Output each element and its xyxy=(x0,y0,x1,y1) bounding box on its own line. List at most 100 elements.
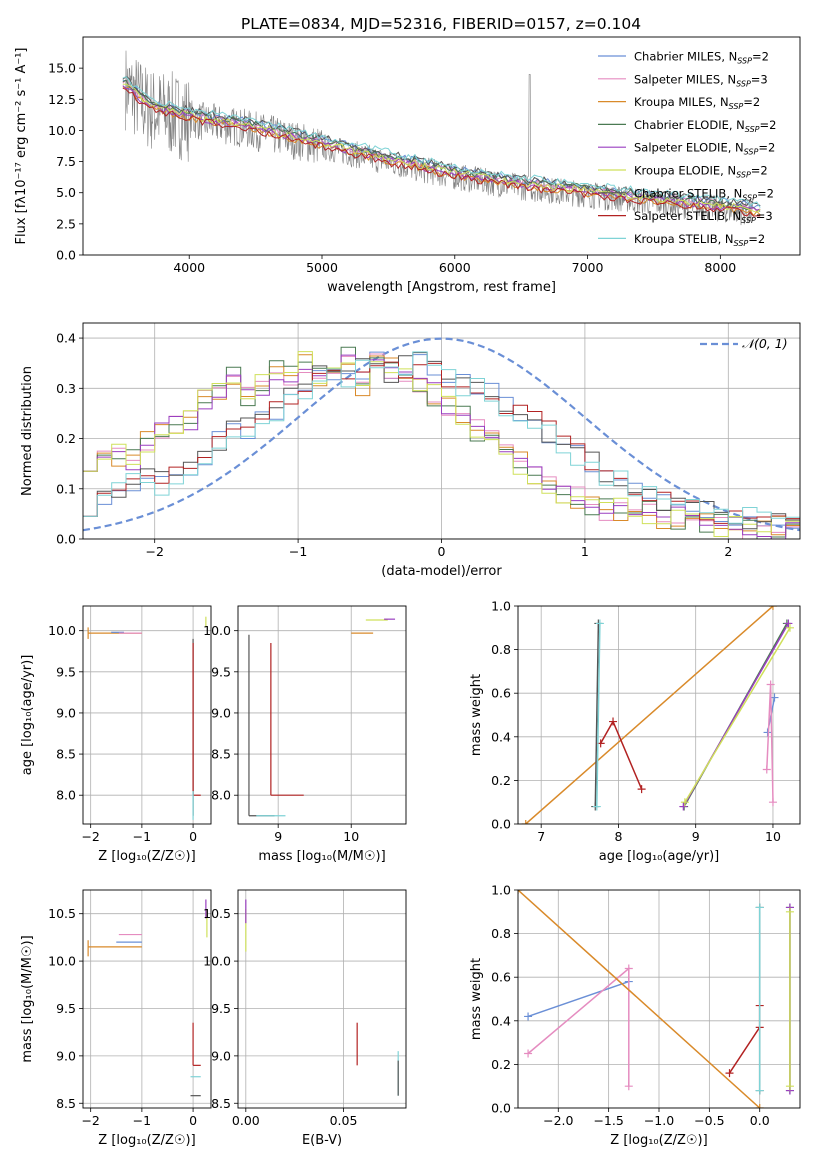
age_vs_Z-ytick-label: 9.5 xyxy=(56,664,76,679)
normal-curve xyxy=(83,337,800,532)
weight_vs_Z-xlabel: Z [log₁₀(Z/Z☉)] xyxy=(610,1133,707,1148)
spectrum-xtick-label: 5000 xyxy=(306,260,338,275)
residual_hist-xtick-label: 2 xyxy=(724,544,732,559)
weight-marker-2 xyxy=(521,820,530,824)
weight_vs_Z-ytick-label: 0.8 xyxy=(491,926,511,941)
mass_vs_Z-ytick-label: 8.5 xyxy=(56,1096,76,1111)
age_vs_Z-xtick-label: −1 xyxy=(133,829,151,844)
weight_vs_Z-ylabel: mass weight xyxy=(469,958,484,1040)
weight-marker-0 xyxy=(770,693,779,702)
weight-marker-8 xyxy=(595,619,604,628)
model-spectrum-3 xyxy=(122,79,761,212)
weight-marker-8 xyxy=(755,903,764,912)
residual_hist-xtick-label: 0 xyxy=(438,544,446,559)
legend-entry-0: Chabrier MILES, NSSP=2 xyxy=(634,50,769,66)
age_vs_Z-ylabel: age [log₁₀(age/yr)] xyxy=(20,655,35,776)
observed-spectrum xyxy=(125,50,754,226)
weight-marker-5 xyxy=(785,907,794,916)
weight-marker-5 xyxy=(680,798,689,807)
age_vs_Z-ytick-label: 8.5 xyxy=(56,747,76,762)
mass_vs_ebv-ytick-label: 8.5 xyxy=(211,1096,231,1111)
mass_vs_Z-ytick-label: 10.0 xyxy=(48,954,76,969)
weight-line-2 xyxy=(525,606,774,824)
spectrum-xtick-label: 7000 xyxy=(572,260,604,275)
mass_vs_Z-ylabel: mass [log₁₀(M/M☉)] xyxy=(20,935,35,1062)
age_vs_mass-frame xyxy=(237,605,407,825)
mass_vs_ebv-ytick-label: 10.0 xyxy=(203,954,231,969)
weight-marker-5 xyxy=(785,1082,794,1091)
weight_vs_age-ylabel: mass weight xyxy=(469,674,484,756)
weight_vs_Z-xtick-label: −2.0 xyxy=(543,1113,573,1128)
weight-marker-1 xyxy=(768,798,777,807)
model-spectrum-8 xyxy=(122,76,761,208)
weight-line-8 xyxy=(596,623,601,807)
figure-title: PLATE=0834, MJD=52316, FIBERID=0157, z=0… xyxy=(241,15,641,33)
weight-marker-1 xyxy=(624,964,633,973)
age_vs_Z-xlabel: Z [log₁₀(Z/Z☉)] xyxy=(98,849,195,864)
age_vs_Z-frame xyxy=(82,605,212,825)
age_vs_mass-ytick-label: 8.5 xyxy=(211,747,231,762)
residual_hist-plot xyxy=(83,323,800,539)
weight_vs_age-ytick-label: 0.8 xyxy=(491,642,511,657)
residual_hist-frame xyxy=(82,322,801,540)
weight_vs_age-xtick-label: 7 xyxy=(537,829,545,844)
spectrum-frame xyxy=(82,36,801,256)
mass_vs_Z-ytick-label: 9.5 xyxy=(56,1001,76,1016)
mass_vs_Z-ytick-label: 9.0 xyxy=(56,1048,76,1063)
weight_vs_age-plot xyxy=(518,606,800,824)
spectrum-ytick-label: 12.5 xyxy=(48,92,76,107)
residual_hist-panel: −2 −1 0 1 2 0.0 0.1 0.2 0.3 0.4 (data-model)/error… xyxy=(20,322,801,579)
weight-marker-1 xyxy=(624,1082,633,1091)
weight-marker-8 xyxy=(755,1086,764,1095)
weight_vs_Z-xtick-label: −0.5 xyxy=(694,1113,724,1128)
mass_vs_ebv-plot xyxy=(238,890,406,1108)
spectrum-legend: Chabrier MILES, NSSP=2 Salpeter MILES, NS… xyxy=(598,50,776,248)
residual_hist-ytick-label: 0.1 xyxy=(56,481,76,496)
age_vs_Z-xtick-label: 0 xyxy=(189,829,197,844)
mass_vs_ebv-xlabel: E(B-V) xyxy=(302,1133,342,1148)
weight-line-7 xyxy=(600,719,643,790)
age_vs_mass-ytick-label: 9.5 xyxy=(211,664,231,679)
age_vs_mass-xtick-label: 10 xyxy=(343,829,359,844)
spectrum-ytick-label: 5.0 xyxy=(56,185,76,200)
age_vs_Z-ytick-label: 9.0 xyxy=(56,705,76,720)
mass_vs_Z-frame xyxy=(82,889,212,1109)
residual_hist-ytick-label: 0.2 xyxy=(56,431,76,446)
weight-line-2 xyxy=(518,890,761,1108)
residual_hist-ytick-label: 0.0 xyxy=(56,532,76,547)
age_vs_Z-ytick-label: 8.0 xyxy=(56,788,76,803)
weight_vs_Z-plot xyxy=(518,890,800,1108)
age_vs_mass-ytick-label: 9.0 xyxy=(211,705,231,720)
weight-marker-5 xyxy=(785,623,794,632)
age_vs_Z-ytick-label: 10.0 xyxy=(48,623,76,638)
weight_vs_Z-panel: −2.0 −1.5 −1.0 −0.5 0.0 0.0 0.2 0.4 0.6 0.8 1.0 Z [… xyxy=(469,883,801,1148)
spectrum-ytick-label: 7.5 xyxy=(56,154,76,169)
weight_vs_age-xtick-label: 9 xyxy=(692,829,700,844)
mass_vs_Z-xtick-label: 0 xyxy=(189,1113,197,1128)
age_vs_mass-xlabel: mass [log₁₀(M/M☉)] xyxy=(258,849,385,864)
age_vs_mass-ytick-label: 8.0 xyxy=(211,788,231,803)
weight_vs_Z-ytick-label: 0.0 xyxy=(491,1101,511,1116)
mass_vs_ebv-xtick-label: 0.00 xyxy=(232,1113,260,1128)
weight-marker-1 xyxy=(524,1049,533,1058)
spectrum-ytick-label: 0.0 xyxy=(56,248,76,263)
legend-entry-7: Salpeter STELIB, NSSP=3 xyxy=(634,209,773,225)
weight_vs_Z-xtick-label: −1.5 xyxy=(593,1113,623,1128)
spectrum-xlabel: wavelength [Angstrom, rest frame] xyxy=(327,280,556,295)
weight_vs_Z-ytick-label: 1.0 xyxy=(491,883,511,898)
mass_vs_Z-xlabel: Z [log₁₀(Z/Z☉)] xyxy=(98,1133,195,1148)
weight_vs_age-xlabel: age [log₁₀(age/yr)] xyxy=(599,849,720,864)
weight-marker-0 xyxy=(524,1012,533,1021)
weight_vs_Z-ytick-label: 0.4 xyxy=(491,1013,511,1028)
mass_vs_Z-panel: −2 −1 0 8.5 9.0 9.5 10.0 10.5 Z [log₁₀(Z/Z☉)] mas… xyxy=(20,889,212,1148)
residual_hist-ytick-label: 0.3 xyxy=(56,381,76,396)
mass_vs_Z-xtick-label: −2 xyxy=(81,1113,99,1128)
mass_vs_ebv-ytick-label: 9.5 xyxy=(211,1001,231,1016)
histogram-4 xyxy=(83,354,800,539)
spectrum-ytick-label: 10.0 xyxy=(48,123,76,138)
weight_vs_Z-frame xyxy=(517,889,801,1109)
mass_vs_ebv-ytick-label: 10.5 xyxy=(203,906,231,921)
histogram-5 xyxy=(83,351,800,537)
weight-line-0 xyxy=(527,980,630,1018)
legend-entry-3: Chabrier ELODIE, NSSP=2 xyxy=(634,118,776,134)
